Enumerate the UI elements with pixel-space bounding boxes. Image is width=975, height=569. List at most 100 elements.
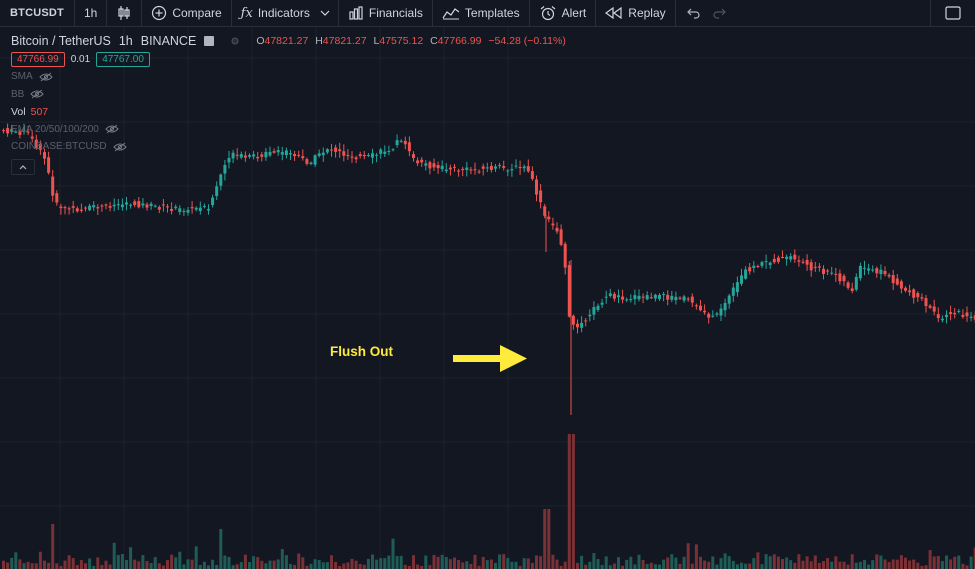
volume-bar <box>694 544 698 569</box>
candle-body <box>686 298 690 300</box>
candle-body <box>248 155 251 157</box>
volume-bar <box>129 547 133 569</box>
volume-bar <box>166 560 169 569</box>
candle-body <box>383 151 387 154</box>
symbol-search-button[interactable]: BTCUSDT <box>0 0 75 26</box>
candle-body <box>498 165 502 167</box>
candle-body <box>84 207 87 209</box>
candle-body <box>785 256 789 259</box>
candle-body <box>71 206 75 208</box>
alert-button[interactable]: Alert <box>530 0 597 26</box>
replay-button[interactable]: Replay <box>596 0 676 26</box>
volume-bar <box>231 565 235 569</box>
volume-bar <box>625 559 629 569</box>
volume-bar <box>305 565 309 569</box>
candle-body <box>543 206 547 216</box>
volume-bar <box>317 560 321 569</box>
volume-bar <box>248 562 251 569</box>
volume-bar <box>604 556 608 569</box>
volume-bar <box>190 559 194 569</box>
candle-body <box>6 128 10 134</box>
volume-bar <box>801 560 805 569</box>
candle-body <box>387 150 391 152</box>
candle-body <box>719 308 723 316</box>
candle-body <box>301 156 305 159</box>
candle-body <box>945 314 948 318</box>
candle-body <box>891 275 895 284</box>
buy-price-button[interactable]: 47767.00 <box>96 51 150 67</box>
candle-body <box>563 243 567 268</box>
alarm-clock-icon <box>540 6 555 21</box>
volume-bar <box>797 554 801 569</box>
candle-body <box>703 310 707 313</box>
financials-button[interactable]: Financials <box>339 0 433 26</box>
candle-body <box>645 295 649 300</box>
candle-body <box>535 179 538 195</box>
indicator-vol[interactable]: Vol 507 <box>11 105 49 118</box>
candle-body <box>219 174 223 186</box>
volume-bar <box>887 562 891 569</box>
price-chart[interactable] <box>0 27 975 569</box>
candle-body <box>949 312 953 315</box>
candle-body <box>588 314 592 317</box>
volume-bar <box>785 557 789 569</box>
market-status-icon[interactable] <box>228 36 242 46</box>
volume-bar <box>621 565 625 569</box>
candle-body <box>375 154 379 156</box>
candle-body <box>735 282 739 293</box>
volume-bar <box>371 554 374 569</box>
volume-bar <box>276 559 280 569</box>
volume-bar <box>735 564 739 569</box>
compare-button[interactable]: Compare <box>142 0 232 26</box>
financials-label: Financials <box>368 6 423 20</box>
volume-bar <box>522 558 526 569</box>
candle-body <box>362 154 366 157</box>
templates-button[interactable]: Templates <box>433 0 530 26</box>
indicators-button[interactable]: ƒx Indicators <box>232 0 339 26</box>
indicator-bb[interactable]: BB <box>11 86 566 104</box>
volume-bar <box>703 560 707 569</box>
interval-button[interactable]: 1h <box>75 0 108 26</box>
candlestick-series <box>2 123 975 415</box>
volume-bar <box>96 557 100 569</box>
indicator-ema[interactable]: EMA 20/50/100/200 <box>11 121 566 139</box>
volume-bar <box>526 558 530 569</box>
chevron-down-icon[interactable] <box>318 8 332 18</box>
redo-button[interactable] <box>710 0 737 26</box>
volume-bar <box>518 565 522 569</box>
candle-body <box>453 166 456 168</box>
fullscreen-button[interactable] <box>930 0 975 26</box>
ohlc-values: O47821.27 H47821.27 L47575.12 C47766.99 … <box>256 34 566 47</box>
volume-bar <box>748 563 752 569</box>
eye-off-icon[interactable] <box>30 89 45 99</box>
chart-type-button[interactable] <box>107 0 143 26</box>
volume-bar <box>268 560 272 569</box>
candle-body <box>428 162 432 169</box>
collapse-legend-button[interactable] <box>11 158 35 175</box>
candle-body <box>38 143 42 150</box>
candle-body <box>407 142 411 152</box>
eye-off-icon[interactable] <box>105 124 119 134</box>
candles-icon <box>118 6 130 20</box>
volume-bar <box>920 565 924 569</box>
volume-bar <box>477 565 481 569</box>
volume-bar <box>79 560 83 569</box>
candle-body <box>330 149 333 151</box>
volume-bar <box>760 564 764 569</box>
indicator-coinbase[interactable]: COINBASE:BTCUSD <box>11 138 566 156</box>
volume-bar <box>871 560 875 569</box>
volume-bar <box>338 565 342 569</box>
sell-price-button[interactable]: 47766.99 <box>11 51 65 67</box>
candle-body <box>854 276 858 290</box>
volume-bar <box>489 559 493 569</box>
volume-bar <box>289 563 292 569</box>
volume-bar <box>362 564 366 569</box>
eye-off-icon[interactable] <box>38 72 53 82</box>
undo-button[interactable] <box>676 0 710 26</box>
candle-body <box>707 313 711 318</box>
candle-body <box>186 210 190 213</box>
candle-body <box>289 153 292 155</box>
eye-off-icon[interactable] <box>112 142 127 152</box>
candle-body <box>715 313 719 315</box>
indicator-sma[interactable]: SMA <box>11 68 566 86</box>
